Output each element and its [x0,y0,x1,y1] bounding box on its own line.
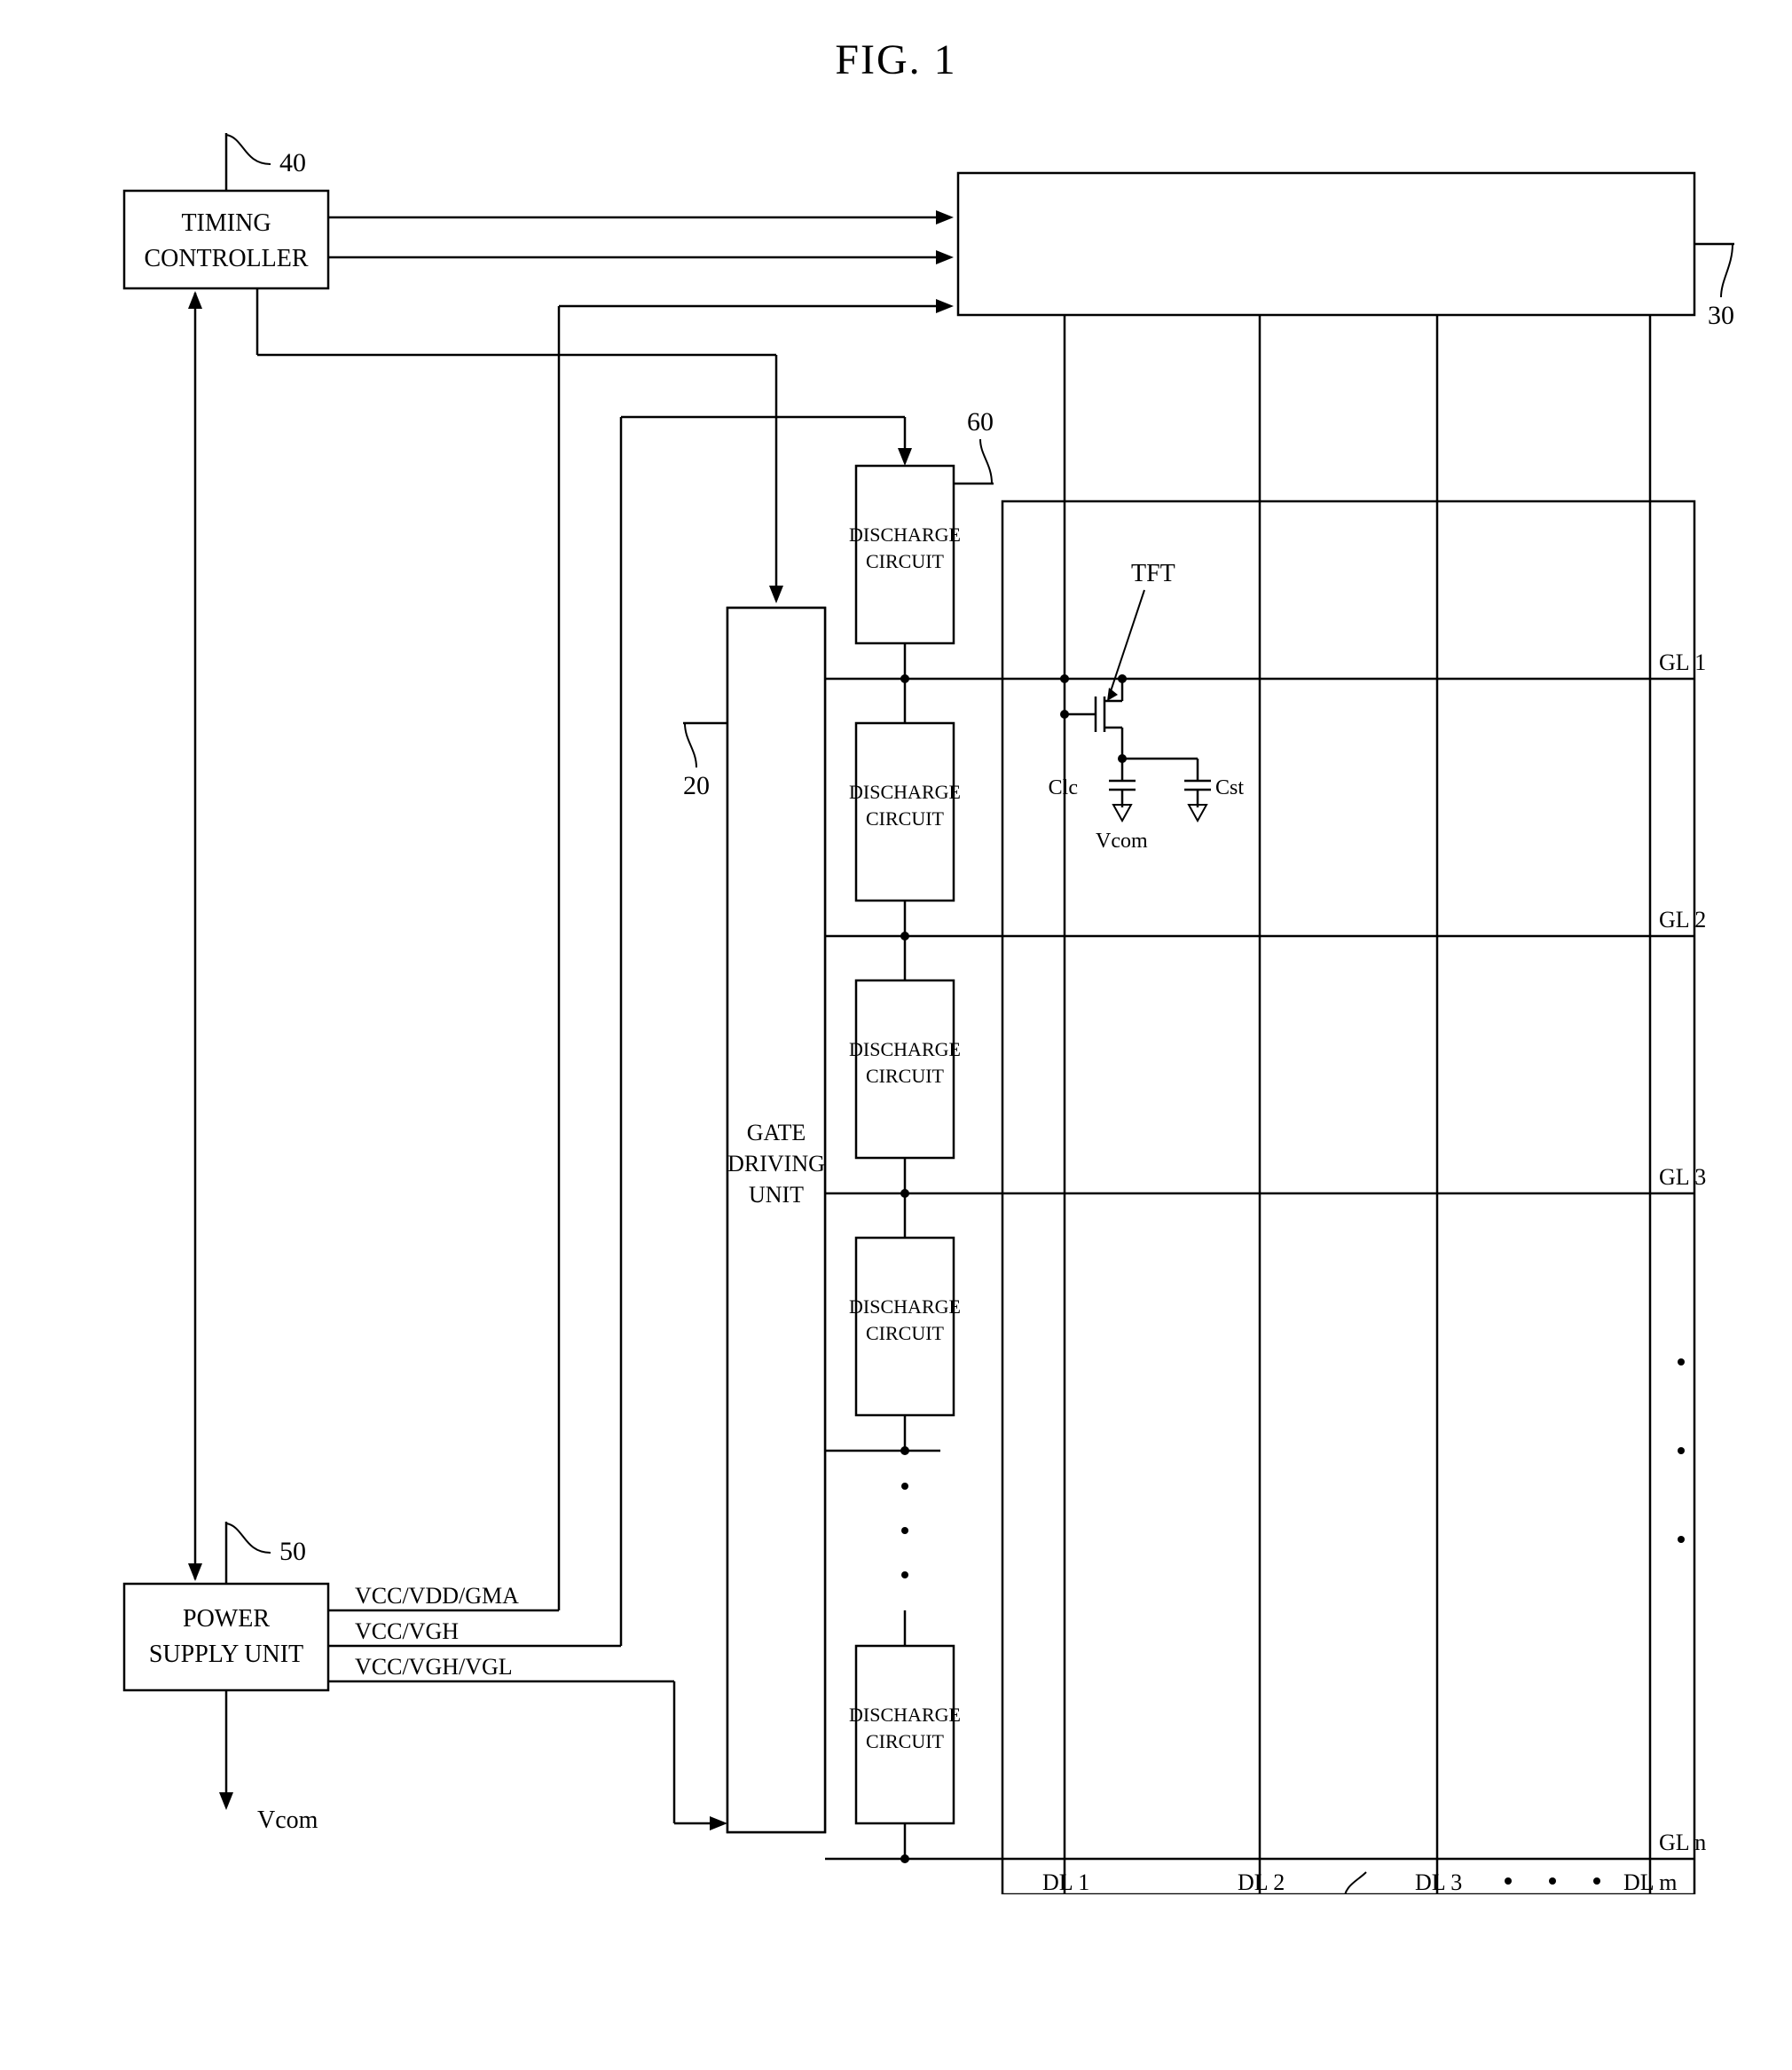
svg-text:DL 2: DL 2 [1238,1869,1285,1894]
svg-text:DISCHARGE: DISCHARGE [849,781,961,803]
svg-text:DL 1: DL 1 [1042,1869,1089,1894]
svg-text:Cst: Cst [1215,776,1244,799]
svg-text:Clc: Clc [1049,776,1078,799]
gate-label-2: DRIVING [727,1151,825,1177]
discharge-block-1: DISCHARGE CIRCUIT [849,466,961,643]
circuit-diagram: TIMING CONTROLLER 40 POWER SUPPLY UNIT 5… [53,120,1739,1894]
timing-controller-label-1: TIMING [181,209,271,237]
svg-text:DISCHARGE: DISCHARGE [849,523,961,546]
discharge-block-n: DISCHARGE CIRCUIT [849,1646,961,1823]
discharge-ref: 60 [954,407,994,484]
svg-text:GL 3: GL 3 [1659,1164,1706,1190]
power-supply-ref: 50 [279,1537,306,1566]
psu-to-datadriver: VCC/VDD/GMA [328,299,954,1610]
discharge-block-4: DISCHARGE CIRCUIT [849,1238,961,1415]
svg-text:DL m: DL m [1623,1869,1677,1894]
svg-text:DL 3: DL 3 [1415,1869,1462,1894]
svg-text:CIRCUIT: CIRCUIT [866,550,945,572]
gate-driving-ref: 20 [683,723,727,800]
svg-text:GL n: GL n [1659,1830,1706,1855]
power-supply-label-2: SUPPLY UNIT [149,1641,303,1668]
vcc-vgh-vgl-label: VCC/VGH/VGL [355,1654,513,1680]
power-supply-label-1: POWER [183,1605,270,1633]
svg-text:20: 20 [683,771,710,800]
svg-text:60: 60 [967,407,994,437]
svg-text:TFT: TFT [1131,560,1175,587]
data-driver-ref: 30 [1708,301,1734,330]
svg-text:DISCHARGE: DISCHARGE [849,1038,961,1060]
psu-to-gatedriver: VCC/VGH/VGL [328,1654,727,1830]
vcc-vdd-gma-label: VCC/VDD/GMA [355,1583,519,1609]
discharge-block-3: DISCHARGE CIRCUIT [849,980,961,1158]
vcc-vgh-label: VCC/VGH [355,1618,459,1644]
svg-text:CIRCUIT: CIRCUIT [866,1730,945,1752]
tc-to-gate-driver [257,288,783,603]
tc-psu-link [188,291,202,1581]
discharge-ellipsis [901,1483,908,1578]
gate-label-1: GATE [747,1120,806,1145]
svg-text:GL 2: GL 2 [1659,907,1706,933]
svg-text:GL 1: GL 1 [1659,649,1706,675]
vcom-label: Vcom [257,1806,318,1834]
panel-data-lines: DL 1 DL 2 DL 3 DL m [1042,315,1677,1894]
display-panel: 10 [1002,501,1694,1894]
svg-text:DISCHARGE: DISCHARGE [849,1295,961,1318]
power-supply-block: POWER SUPPLY UNIT 50 [124,1522,328,1690]
svg-text:CIRCUIT: CIRCUIT [866,807,945,830]
timing-controller-ref: 40 [279,148,306,177]
svg-text:CIRCUIT: CIRCUIT [866,1322,945,1344]
gate-label-3: UNIT [749,1182,804,1208]
svg-text:DISCHARGE: DISCHARGE [849,1704,961,1726]
tc-to-data-driver [328,210,954,264]
tft-pixel: Clc Cst Vcom TFT [1049,560,1245,853]
svg-text:Vcom: Vcom [1096,830,1148,853]
timing-controller-label-2: CONTROLLER [144,245,308,272]
timing-controller-block: TIMING CONTROLLER 40 [124,133,328,288]
discharge-block-2: DISCHARGE CIRCUIT [849,723,961,901]
figure-title: FIG. 1 [35,35,1757,84]
vcom-output: Vcom [219,1690,318,1834]
svg-text:CIRCUIT: CIRCUIT [866,1065,945,1087]
data-driver-block: 30 [958,173,1734,330]
